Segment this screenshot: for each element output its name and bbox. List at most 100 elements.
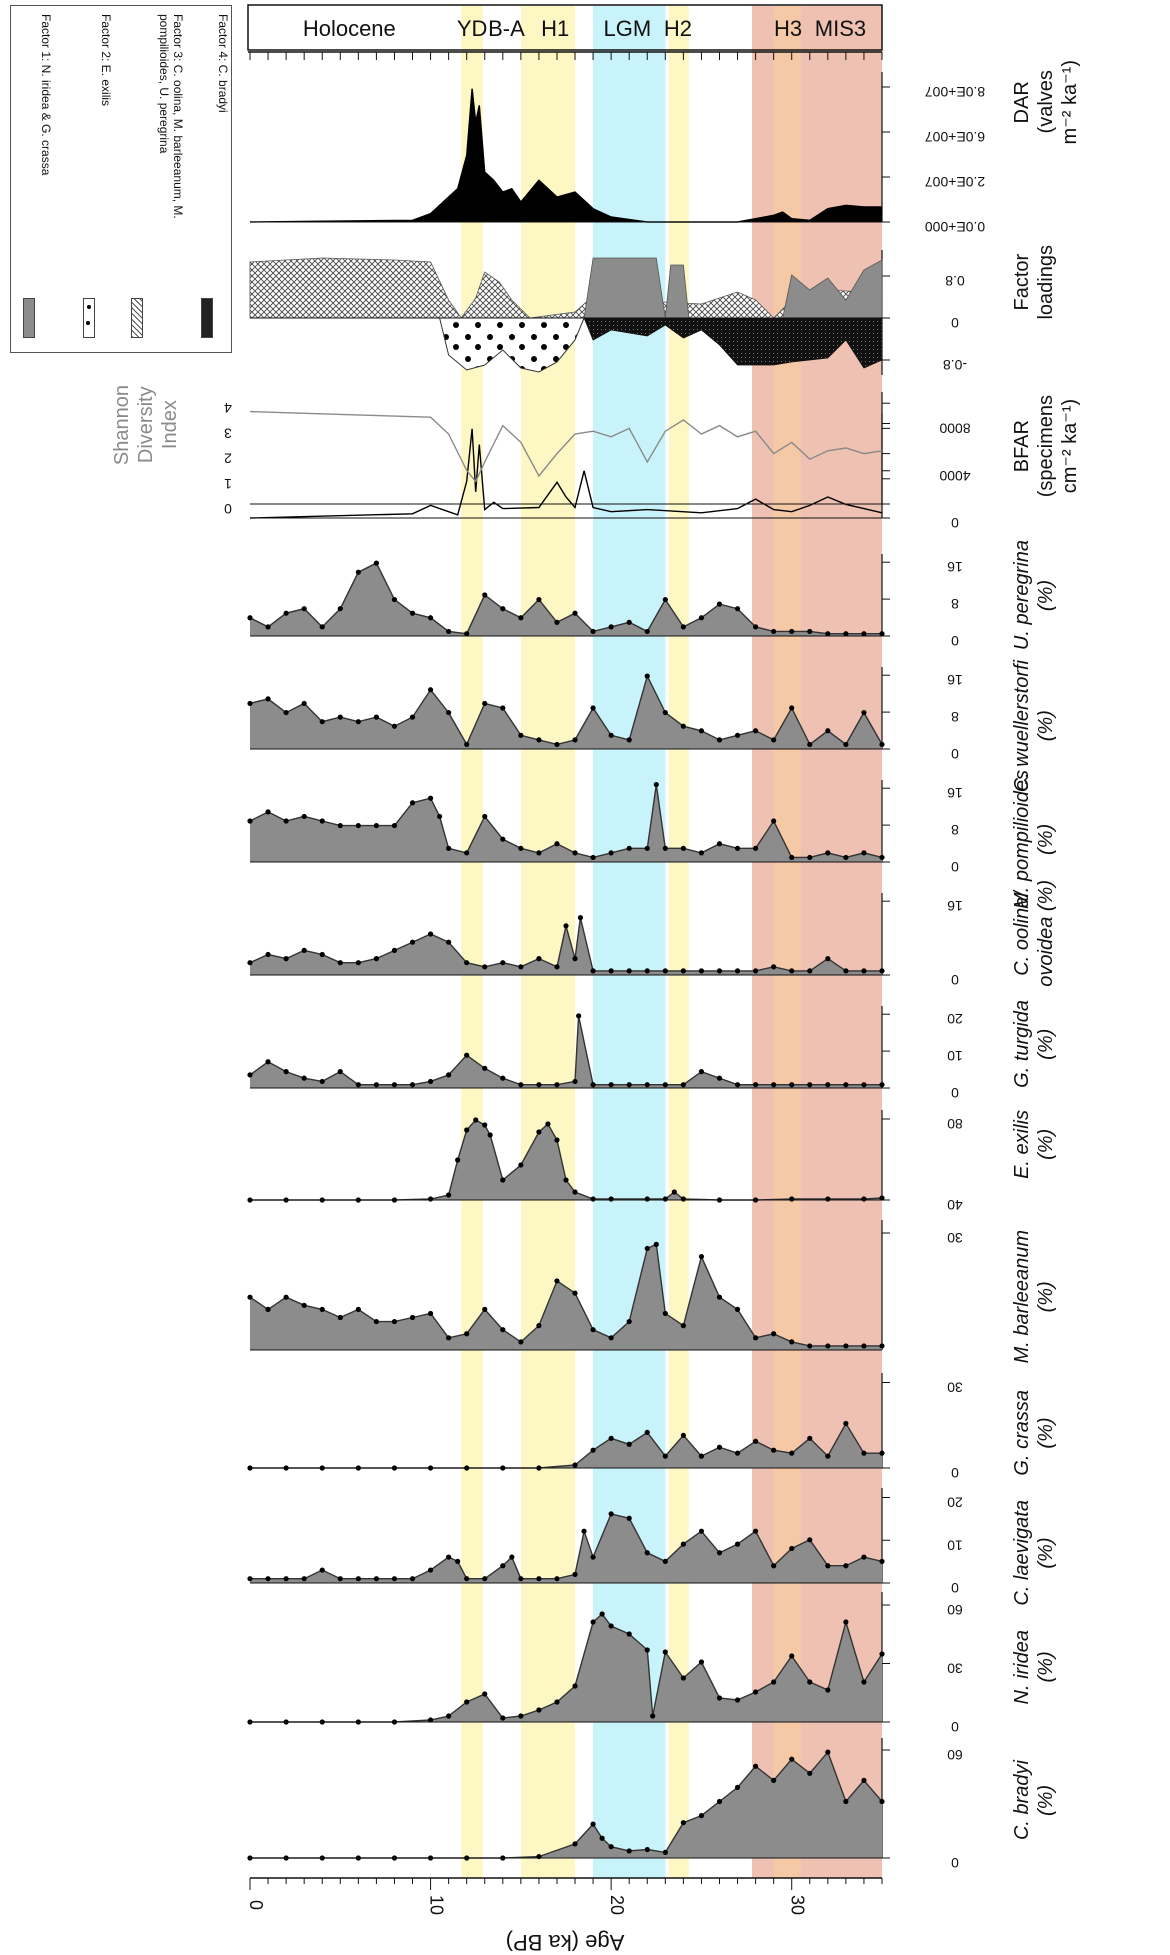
panel-tick-label: 10 bbox=[947, 1048, 963, 1064]
data-point bbox=[319, 1078, 325, 1085]
panel-tick-label: 8000 bbox=[939, 421, 970, 437]
data-point bbox=[572, 1189, 578, 1195]
data-point bbox=[771, 1331, 777, 1337]
data-point bbox=[626, 845, 632, 851]
age-axis-title: Age (ka BP) bbox=[505, 1930, 625, 1955]
data-point bbox=[771, 964, 777, 970]
data-point bbox=[771, 1563, 777, 1569]
data-point bbox=[644, 628, 650, 635]
data-point bbox=[753, 1528, 759, 1534]
data-point bbox=[807, 854, 813, 861]
data-point bbox=[608, 968, 614, 974]
data-point bbox=[680, 1675, 686, 1681]
data-point bbox=[861, 631, 867, 637]
data-point bbox=[391, 596, 398, 603]
series-area bbox=[250, 784, 882, 862]
data-point bbox=[427, 1567, 434, 1573]
data-point bbox=[518, 1162, 524, 1168]
panel-label-factor-loadings: Factor loadings bbox=[1011, 245, 1057, 320]
data-point bbox=[301, 606, 307, 612]
series-line bbox=[249, 410, 883, 483]
data-point bbox=[427, 687, 434, 693]
data-point bbox=[662, 1196, 668, 1202]
data-point bbox=[716, 1075, 723, 1081]
data-point bbox=[247, 1576, 253, 1582]
data-point bbox=[843, 968, 849, 974]
data-point bbox=[409, 939, 416, 945]
data-point bbox=[554, 1082, 560, 1088]
data-point bbox=[427, 615, 434, 621]
data-point bbox=[861, 1679, 867, 1685]
data-point bbox=[482, 1691, 488, 1697]
data-point bbox=[373, 1576, 379, 1582]
panel-tick-label: 30 bbox=[947, 1380, 963, 1396]
data-point bbox=[536, 737, 542, 743]
data-point bbox=[644, 1550, 650, 1556]
data-point bbox=[464, 1699, 470, 1705]
panel-tick-label: 0 bbox=[951, 315, 959, 331]
data-point bbox=[464, 1576, 470, 1582]
data-point bbox=[409, 1576, 416, 1582]
data-point bbox=[716, 841, 723, 847]
series-area bbox=[250, 563, 882, 636]
panel-tick-label: 2 bbox=[224, 451, 232, 467]
data-point bbox=[301, 1302, 307, 1308]
data-point bbox=[409, 610, 416, 616]
data-point bbox=[563, 1177, 569, 1183]
data-point bbox=[680, 723, 686, 729]
panel-label-c-bradyi: C. bradyi (%) bbox=[1011, 1760, 1057, 1841]
data-point bbox=[572, 610, 578, 616]
data-point bbox=[734, 968, 741, 974]
data-point bbox=[283, 709, 289, 716]
panel-tick-label: 6.0E+007 bbox=[925, 129, 986, 145]
data-point bbox=[446, 1192, 452, 1198]
data-point bbox=[716, 1294, 723, 1300]
data-point bbox=[373, 714, 379, 720]
data-point bbox=[698, 1528, 705, 1534]
panel-tick-label: 80 bbox=[947, 1116, 963, 1132]
panel-tick-label: 8 bbox=[951, 709, 959, 725]
data-point bbox=[391, 723, 398, 729]
panel-label-shannon-diversity-index: Shannon Diversity Index bbox=[111, 385, 181, 466]
data-point bbox=[487, 1132, 493, 1138]
panel-label-u-peregrina: U. peregrina (%) bbox=[1011, 540, 1057, 651]
data-point bbox=[518, 964, 524, 970]
data-point bbox=[608, 1623, 614, 1629]
data-point bbox=[482, 592, 488, 598]
data-point bbox=[590, 1082, 596, 1088]
data-point bbox=[843, 1619, 849, 1625]
data-point bbox=[446, 1072, 452, 1078]
data-point bbox=[825, 1687, 831, 1693]
data-point bbox=[789, 968, 795, 974]
data-point bbox=[572, 1841, 578, 1847]
data-point bbox=[626, 1848, 632, 1854]
data-point bbox=[879, 741, 885, 748]
panel-label-m-barleeanum: M. barleeanum (%) bbox=[1011, 1230, 1057, 1364]
data-point bbox=[536, 1082, 542, 1088]
data-point bbox=[319, 951, 325, 958]
panel-label-bfar: BFAR (specimens cm⁻² ka⁻¹) bbox=[1011, 395, 1081, 498]
data-point bbox=[536, 850, 542, 856]
data-point bbox=[608, 1335, 614, 1341]
data-point bbox=[861, 1450, 867, 1456]
data-point bbox=[626, 1441, 632, 1447]
panel-tick-label: 0 bbox=[224, 501, 232, 517]
data-point bbox=[464, 1127, 470, 1133]
panel-tick-label: 0 bbox=[951, 1085, 959, 1101]
series-line bbox=[249, 674, 883, 746]
data-point bbox=[789, 1082, 795, 1088]
data-point bbox=[861, 1082, 867, 1088]
data-point bbox=[409, 714, 416, 720]
panel-tick-label: 0.0E+000 bbox=[925, 219, 986, 235]
data-point bbox=[427, 1310, 434, 1317]
data-point bbox=[807, 1770, 813, 1776]
panel-label-g-turgida: G. turgida (%) bbox=[1011, 1000, 1057, 1088]
data-point bbox=[789, 705, 795, 711]
data-point bbox=[644, 1245, 650, 1252]
data-point bbox=[716, 968, 723, 974]
data-point bbox=[482, 1065, 488, 1071]
panel-tick-label: -0.8 bbox=[943, 357, 967, 373]
data-point bbox=[373, 956, 379, 962]
data-point bbox=[861, 709, 867, 716]
data-point bbox=[698, 728, 705, 734]
